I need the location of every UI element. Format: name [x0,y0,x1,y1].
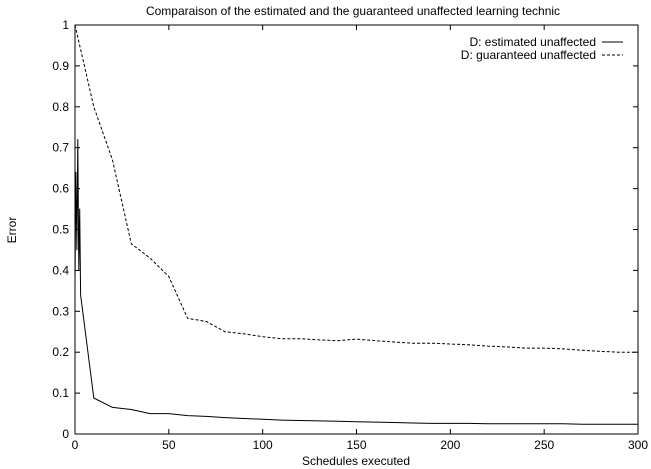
series-line-guaranteed [74,24,638,353]
x-tick-label: 100 [253,438,273,452]
y-tick-label: 0 [62,427,69,441]
x-tick-label: 150 [346,438,366,452]
y-axis-label: Error [5,217,19,244]
y-tick-label: 0.6 [52,182,69,196]
plot-area-border [74,24,639,435]
y-tick-label: 0.5 [52,223,69,237]
y-axis-ticks: 0 0.1 0.2 0.3 0.4 0.5 0.6 0.7 0.8 0.9 1 [52,18,638,441]
y-tick-label: 0.1 [52,386,69,400]
legend-label-guaranteed: D: guaranteed unaffected [461,48,596,62]
series-line-estimated [74,139,638,425]
x-tick-label: 300 [628,438,648,452]
chart-title: Comparaison of the estimated and the gua… [146,4,560,18]
x-axis-label: Schedules executed [302,454,410,468]
y-tick-label: 0.3 [52,304,69,318]
y-tick-label: 0.8 [52,100,69,114]
x-tick-label: 200 [440,438,460,452]
y-tick-label: 1 [62,18,69,32]
y-tick-label: 0.4 [52,263,69,277]
x-axis-ticks: 0 50 100 150 200 250 300 [72,25,648,452]
legend: D: estimated unaffected D: guaranteed un… [461,35,623,62]
x-tick-label: 0 [72,438,79,452]
y-tick-label: 0.2 [52,345,69,359]
x-tick-label: 50 [162,438,176,452]
y-tick-label: 0.9 [52,59,69,73]
y-tick-label: 0.7 [52,141,69,155]
legend-label-estimated: D: estimated unaffected [469,35,596,49]
series-layer [74,24,638,425]
x-tick-label: 250 [534,438,554,452]
